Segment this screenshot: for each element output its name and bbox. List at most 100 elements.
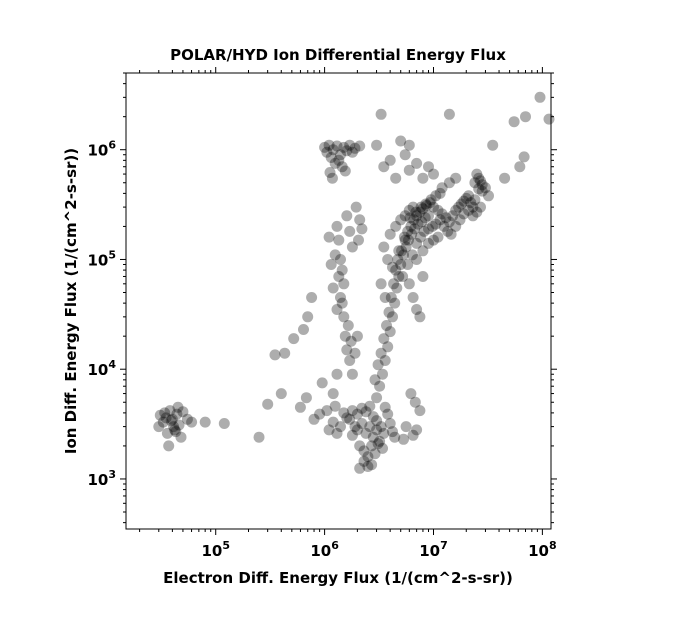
data-point	[417, 172, 429, 184]
data-point	[375, 421, 387, 433]
data-point	[428, 201, 439, 213]
data-point	[333, 271, 345, 282]
data-point	[423, 161, 434, 173]
data-point	[420, 200, 432, 211]
data-point	[447, 210, 459, 222]
data-point	[323, 139, 335, 151]
data-point	[390, 172, 402, 184]
data-point	[338, 407, 350, 419]
data-point	[520, 111, 531, 123]
data-point	[349, 347, 361, 359]
data-point	[403, 234, 414, 246]
data-point	[344, 413, 356, 425]
data-point	[324, 167, 336, 178]
data-point	[407, 201, 419, 213]
y-tick-label: 103	[87, 468, 116, 489]
data-point	[323, 231, 335, 243]
data-point	[508, 116, 520, 128]
data-point	[308, 413, 320, 425]
data-point	[369, 448, 381, 460]
data-point	[253, 431, 265, 443]
data-point	[438, 220, 450, 232]
data-point	[469, 177, 481, 189]
y-tick-label: 104	[87, 358, 116, 379]
data-point	[327, 282, 339, 294]
data-point	[300, 392, 312, 404]
data-point	[339, 165, 351, 177]
data-point	[364, 421, 376, 433]
data-point	[166, 413, 178, 425]
data-point	[364, 400, 376, 412]
data-point	[428, 168, 439, 180]
points-layer	[153, 91, 555, 474]
data-point	[346, 405, 358, 417]
data-point	[467, 210, 479, 222]
data-point	[453, 201, 465, 213]
data-point	[378, 241, 390, 253]
data-point	[414, 206, 426, 218]
data-point	[338, 311, 350, 323]
data-point	[335, 254, 346, 265]
data-point	[463, 204, 475, 216]
data-point	[414, 311, 426, 323]
x-tick-label: 106	[310, 539, 339, 560]
data-point	[375, 278, 387, 290]
data-point	[372, 438, 384, 450]
data-point	[356, 223, 368, 235]
data-point	[518, 151, 530, 163]
data-point	[407, 429, 419, 441]
data-point	[411, 237, 423, 249]
data-point	[294, 401, 306, 413]
data-point	[543, 113, 555, 125]
x-tick-label: 105	[201, 539, 230, 560]
data-point	[362, 461, 374, 472]
data-point	[383, 306, 395, 318]
data-point	[379, 401, 391, 413]
data-point	[411, 157, 423, 169]
data-point	[443, 177, 455, 189]
data-point	[434, 214, 446, 226]
data-point	[419, 212, 431, 224]
data-point	[487, 139, 499, 151]
data-point	[475, 201, 486, 213]
data-point	[410, 206, 422, 218]
data-point	[403, 139, 415, 151]
data-point	[362, 451, 374, 463]
data-point	[414, 405, 426, 417]
data-point	[153, 421, 165, 433]
data-point	[465, 197, 477, 209]
data-point	[351, 408, 363, 420]
data-point	[403, 164, 415, 176]
data-point	[319, 141, 331, 153]
data-point	[344, 225, 356, 237]
data-point	[171, 408, 183, 420]
data-point	[218, 418, 230, 429]
data-point	[402, 259, 414, 270]
data-point	[411, 254, 423, 265]
data-point	[385, 292, 397, 303]
x-tick-label: 107	[419, 539, 448, 560]
chart-title: POLAR/HYD Ion Differential Energy Flux	[170, 46, 506, 64]
data-point	[372, 359, 384, 371]
data-point	[154, 409, 166, 421]
data-point	[390, 264, 402, 276]
data-point	[415, 201, 427, 213]
data-point	[442, 225, 454, 237]
data-point	[418, 225, 430, 237]
data-point	[349, 421, 361, 433]
data-point	[388, 278, 400, 290]
data-point	[160, 412, 172, 424]
data-point	[327, 416, 339, 428]
x-tick-label: 108	[528, 539, 557, 560]
data-point	[316, 377, 328, 389]
data-point	[356, 418, 368, 429]
data-point	[336, 161, 348, 173]
data-point	[428, 234, 439, 246]
data-point	[389, 297, 401, 309]
data-point	[331, 140, 343, 152]
data-point	[417, 203, 429, 215]
data-point	[412, 218, 424, 230]
data-point	[371, 139, 383, 151]
data-point	[346, 429, 358, 441]
data-point	[476, 179, 488, 191]
